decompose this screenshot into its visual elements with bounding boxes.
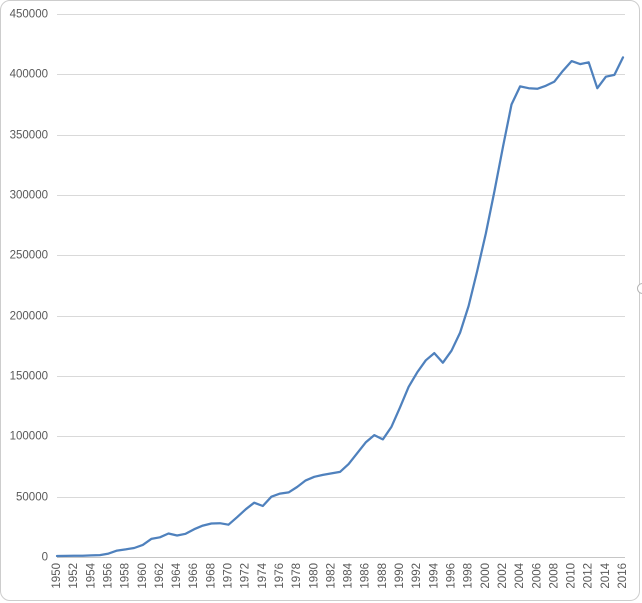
y-axis-tick-label: 300000: [10, 190, 48, 202]
y-axis-tick-label: 400000: [10, 69, 48, 81]
y-axis-tick-label: 350000: [10, 130, 48, 142]
x-axis-tick-label: 1980: [308, 563, 320, 589]
x-axis-tick-label: 1976: [274, 563, 286, 589]
x-axis-tick-label: 1986: [360, 563, 372, 589]
x-axis-tick-label: 1978: [291, 563, 303, 589]
x-axis-tick-label: 1960: [137, 563, 149, 589]
x-axis-tick-label: 2010: [566, 563, 578, 589]
x-axis-tick-label: 1952: [68, 563, 80, 589]
resize-handle-right-icon[interactable]: [637, 283, 642, 294]
x-axis-tick-label: 1990: [394, 563, 406, 589]
y-axis-tick-label: 150000: [10, 371, 48, 383]
x-axis-tick-label: 1968: [205, 563, 217, 589]
x-axis-tick-label: 1992: [411, 563, 423, 589]
x-axis-tick-label: 2016: [617, 563, 629, 589]
x-axis-tick-label: 1998: [463, 563, 475, 589]
x-axis-tick-label: 1954: [85, 562, 97, 588]
x-axis-tick-label: 2006: [531, 563, 543, 589]
x-axis-tick-label: 1964: [171, 562, 183, 588]
x-axis-tick-label: 1984: [343, 562, 355, 588]
x-axis-tick-label: 2008: [548, 563, 560, 589]
x-axis-tick-label: 1950: [51, 563, 63, 589]
x-axis-tick-label: 2014: [600, 562, 612, 588]
x-axis-tick-label: 1988: [377, 563, 389, 589]
x-axis-tick-label: 2002: [497, 563, 509, 589]
x-axis-tick-label: 1996: [445, 563, 457, 589]
x-axis-tick-label: 1962: [154, 563, 166, 589]
y-axis-tick-label: 50000: [16, 492, 48, 504]
x-axis-tick-label: 1974: [257, 562, 269, 588]
x-axis-tick-label: 1970: [223, 563, 235, 589]
x-axis-tick-label: 2004: [514, 562, 526, 588]
y-axis-tick-label: 0: [42, 552, 48, 564]
y-axis-tick-label: 200000: [10, 311, 48, 323]
x-axis-tick-label: 1966: [188, 563, 200, 589]
y-axis-tick-label: 250000: [10, 250, 48, 262]
x-axis-tick-label: 2012: [583, 563, 595, 589]
plot-area[interactable]: [57, 14, 625, 557]
x-axis-tick-label: 1972: [240, 563, 252, 589]
y-axis-tick-label: 450000: [10, 9, 48, 21]
x-axis-tick-label: 1956: [102, 563, 114, 589]
x-axis-tick-label: 2000: [480, 563, 492, 589]
data-series-line[interactable]: [55, 56, 625, 558]
y-axis-tick-label: 100000: [10, 431, 48, 443]
x-axis-tick-label: 1958: [120, 563, 132, 589]
x-axis-tick-label: 1982: [325, 563, 337, 589]
x-axis-tick-label: 1994: [428, 562, 440, 588]
